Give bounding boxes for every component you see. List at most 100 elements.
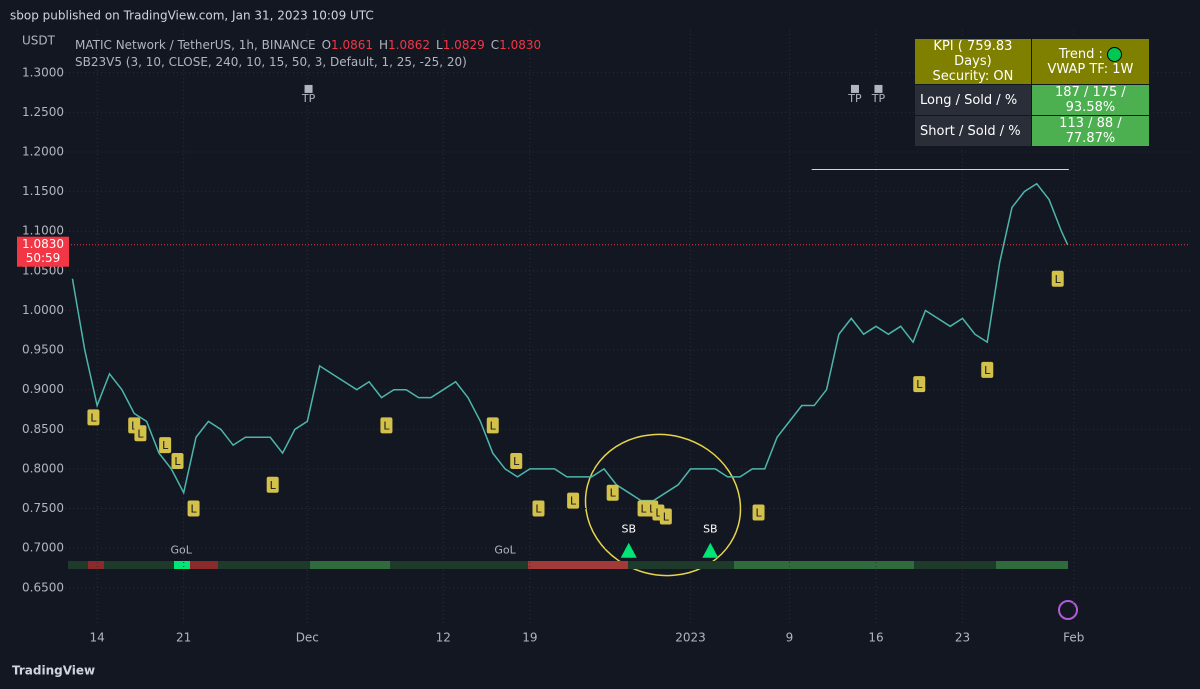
tp-label: TP <box>301 92 316 105</box>
y-tick-label: 0.6500 <box>22 580 64 594</box>
kpi-cell: 187 / 175 / 93.58% <box>1030 84 1151 116</box>
sb-label: SB <box>703 523 718 536</box>
ohlc: O1.0861 H1.0862 L1.0829 C1.0830 <box>316 38 542 52</box>
kpi-cell: 113 / 88 / 77.87% <box>1030 115 1151 147</box>
l-label: L <box>663 510 670 523</box>
l-label: L <box>641 503 648 516</box>
ohlc-value: 1.0862 <box>388 38 431 52</box>
ohlc-key: L <box>436 38 443 52</box>
y-tick-label: 0.7500 <box>22 501 64 515</box>
l-label: L <box>90 411 97 424</box>
ohlc-value: 1.0830 <box>499 38 542 52</box>
l-label: L <box>513 455 520 468</box>
published-note: sbop published on TradingView.com, Jan 3… <box>10 9 374 23</box>
signal-strip <box>996 561 1068 569</box>
y-tick-label: 1.1500 <box>22 184 64 198</box>
y-tick-label: 0.8000 <box>22 461 64 475</box>
l-marker <box>486 417 499 434</box>
l-label: L <box>655 506 662 519</box>
y-tick-label: 0.8500 <box>22 422 64 436</box>
gol-label: GoL <box>494 544 516 557</box>
countdown: 50:59 <box>26 251 61 265</box>
l-marker <box>87 409 100 426</box>
tp-marker <box>304 84 313 93</box>
kpi-text: KPI ( 759.83 Days) <box>933 39 1013 69</box>
ohlc-key: H <box>379 38 389 52</box>
y-tick-label: 0.9000 <box>22 382 64 396</box>
l-marker <box>266 476 279 493</box>
kpi-text: Trend : <box>1058 46 1103 62</box>
kpi-table: KPI ( 759.83 Days) Security: ON Trend : VW… <box>914 38 1151 147</box>
x-tick-label: Dec <box>296 631 319 645</box>
l-marker <box>532 500 545 517</box>
kpi-cell: Trend : VWAP TF: 1W <box>1030 38 1151 85</box>
symbol: MATIC Network / TetherUS, 1h, BINANCE <box>75 38 316 52</box>
signal-strip <box>190 561 218 569</box>
ohlc-value: 1.0861 <box>331 38 374 52</box>
l-label: L <box>1055 273 1062 286</box>
kpi-text: VWAP TF: 1W <box>1047 61 1134 77</box>
sb-label: SB <box>621 523 636 536</box>
l-label: L <box>916 378 923 391</box>
sb-marker <box>620 542 637 558</box>
x-tick-label: 21 <box>176 631 191 645</box>
l-marker <box>752 504 765 521</box>
l-label: L <box>191 503 198 516</box>
trend-dot <box>1107 46 1123 62</box>
l-marker <box>606 484 619 501</box>
currency: USDT <box>22 34 56 48</box>
l-label: L <box>490 419 497 432</box>
y-tick-label: 0.7000 <box>22 541 64 555</box>
x-tick-label: Feb <box>1063 631 1084 645</box>
signal-strip <box>310 561 390 569</box>
y-tick-label: 1.3000 <box>22 65 64 79</box>
x-tick-label: 12 <box>436 631 451 645</box>
y-tick-label: 1.0500 <box>22 263 64 277</box>
l-marker <box>510 452 523 469</box>
l-label: L <box>570 495 577 508</box>
legend-line: MATIC Network / TetherUS, 1h, BINANCE O1.… <box>75 38 541 52</box>
footer-logo: TradingView <box>12 664 95 678</box>
x-tick-label: 16 <box>868 631 883 645</box>
l-marker <box>171 452 184 469</box>
l-label: L <box>270 479 277 492</box>
signal-strip <box>528 561 628 569</box>
l-label: L <box>162 439 169 452</box>
price-line <box>71 182 1069 502</box>
y-tick-label: 1.0000 <box>22 303 64 317</box>
x-tick-label: 2023 <box>675 631 706 645</box>
l-marker <box>159 437 172 454</box>
last-price-box <box>17 236 69 267</box>
signal-strip <box>88 561 104 569</box>
l-label: L <box>610 487 617 500</box>
l-label: L <box>535 503 542 516</box>
y-tick-label: 1.2000 <box>22 145 64 159</box>
l-marker <box>981 361 994 378</box>
ohlc-key: C <box>490 38 500 52</box>
kpi-cell: KPI ( 759.83 Days) Security: ON <box>914 38 1032 85</box>
l-marker <box>380 417 393 434</box>
ohlc-value: 1.0829 <box>442 38 485 52</box>
l-label: L <box>755 506 762 519</box>
x-tick-label: 19 <box>522 631 537 645</box>
signal-strip <box>174 561 190 569</box>
tp-marker <box>874 84 883 93</box>
kpi-cell: Long / Sold / % <box>914 84 1032 116</box>
x-tick-label: 9 <box>786 631 794 645</box>
x-tick-label: 23 <box>955 631 970 645</box>
l-marker <box>913 376 926 393</box>
l-marker <box>134 425 147 442</box>
l-marker <box>187 500 200 517</box>
l-label: L <box>383 419 390 432</box>
l-label: L <box>137 427 144 440</box>
ohlc-key: O <box>321 38 332 52</box>
y-tick-label: 1.1000 <box>22 224 64 238</box>
l-label: L <box>174 455 181 468</box>
last-price-label: 1.0830 <box>22 237 64 251</box>
l-marker <box>1051 270 1064 287</box>
alert-icon[interactable] <box>1058 600 1078 620</box>
y-tick-label: 0.9500 <box>22 343 64 357</box>
sb-marker <box>702 542 719 558</box>
highlight-ellipse <box>584 433 742 577</box>
